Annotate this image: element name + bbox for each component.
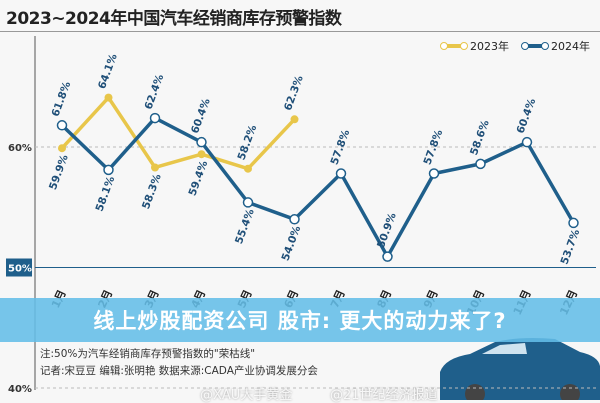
data-label: 59.9% <box>47 153 71 192</box>
data-label: 55.4% <box>233 207 257 246</box>
data-label: 62.3% <box>282 74 306 113</box>
data-point <box>382 251 393 262</box>
car-body <box>440 338 600 400</box>
watermark-1: @XAU大手黄金 <box>200 388 293 403</box>
watermark-2: @21世纪经济报道 <box>330 388 438 403</box>
data-point <box>56 120 68 131</box>
data-point <box>244 164 252 173</box>
data-point <box>104 93 113 102</box>
data-point <box>103 164 114 176</box>
data-point <box>290 115 299 124</box>
data-point <box>196 136 207 148</box>
banner-text: 线上炒股配资公司 股市: 更大的动力来了? <box>93 309 507 333</box>
data-label: 58.2% <box>236 123 260 162</box>
series-line-2023 <box>60 95 296 171</box>
data-label: 53.7% <box>559 227 583 266</box>
data-point <box>428 168 440 179</box>
data-label: 58.3% <box>140 172 164 211</box>
data-point <box>289 214 300 225</box>
data-point <box>151 163 159 172</box>
legend-item-2023: 2023年 <box>440 38 509 54</box>
y-tick-label: 50% <box>8 264 32 275</box>
note-credits: 记者:宋豆豆 编辑:张明艳 数据来源:CADA产业协调发展分会 <box>40 365 318 377</box>
legend-swatch-2024 <box>521 42 549 50</box>
threshold-marker <box>6 258 32 277</box>
data-label: 59.4% <box>187 159 211 198</box>
data-label: 60.4% <box>515 96 539 135</box>
data-point <box>335 168 347 179</box>
overlay-banner: 线上炒股配资公司 股市: 更大的动力来了? <box>0 298 600 342</box>
data-label: 61.8% <box>50 80 74 119</box>
legend-swatch-2023 <box>440 42 468 50</box>
data-label: 58.6% <box>468 118 492 157</box>
data-label: 60.4% <box>189 96 213 135</box>
data-point <box>475 158 486 170</box>
y-tick-label: 60% <box>8 143 32 154</box>
legend-label-2024: 2024年 <box>551 40 590 53</box>
data-point <box>568 217 579 229</box>
data-point <box>521 136 533 148</box>
note-threshold: 注:50%为汽车经销商库存预警指数的"荣枯线" <box>40 348 256 360</box>
data-point <box>197 150 206 159</box>
data-label: 54.0% <box>280 224 304 263</box>
data-point <box>58 144 66 153</box>
legend: 2023年 2024年 <box>440 38 590 54</box>
data-label: 64.1% <box>96 52 120 91</box>
data-label: 62.4% <box>143 72 167 111</box>
title-divider <box>0 31 600 32</box>
car-window <box>482 343 527 354</box>
data-point <box>149 112 161 124</box>
series-line-2024 <box>60 116 576 259</box>
legend-label-2023: 2023年 <box>470 40 509 53</box>
y-tick-label: 40% <box>8 384 32 395</box>
chart-title: 2023~2024年中国汽车经销商库存预警指数 <box>6 9 342 29</box>
data-label: 58.1% <box>94 174 118 213</box>
data-point <box>242 197 254 208</box>
legend-item-2024: 2024年 <box>521 38 590 54</box>
car-illustration <box>440 338 600 400</box>
